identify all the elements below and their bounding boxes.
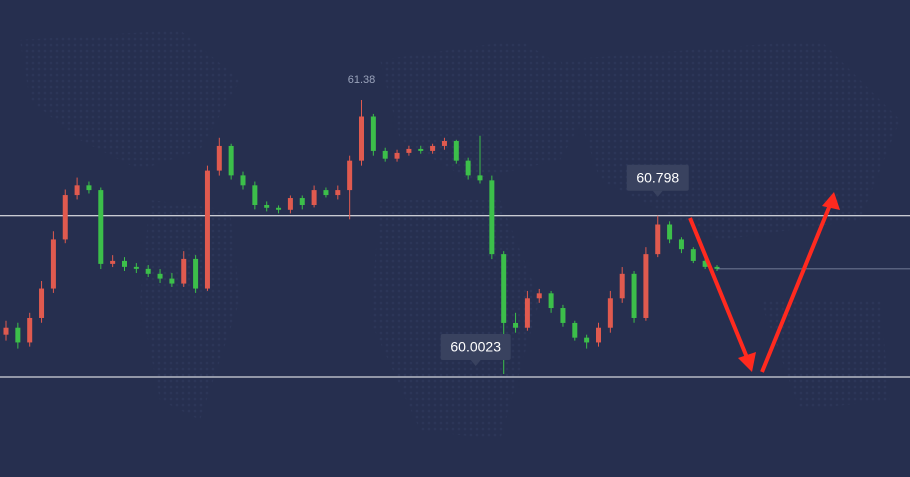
candle-body <box>74 185 80 196</box>
candle-body <box>524 298 530 328</box>
candle-body <box>477 175 483 181</box>
candle-body <box>406 148 412 153</box>
candle-body <box>489 180 495 255</box>
candle-body <box>3 327 9 335</box>
candle-body <box>643 254 649 318</box>
candle-body <box>501 254 507 323</box>
candle-body <box>572 322 578 338</box>
level-callout: 60.798 <box>626 164 689 197</box>
candle-body <box>98 190 104 264</box>
candle-body <box>169 278 175 284</box>
candle-body <box>714 266 720 269</box>
candle-body <box>536 293 542 299</box>
candle-body <box>394 152 400 159</box>
candle-body <box>311 190 317 206</box>
candle-body <box>560 308 566 323</box>
candle-body <box>299 198 305 206</box>
candle-body <box>619 273 625 299</box>
candle-body <box>690 249 696 261</box>
candle-body <box>181 258 187 284</box>
candle-body <box>584 337 590 343</box>
trend-arrows <box>688 192 840 373</box>
candle-body <box>276 207 282 210</box>
candle-body <box>359 116 364 161</box>
world-map-dots <box>20 30 900 440</box>
candle-body <box>86 185 92 191</box>
candle-body <box>252 185 258 206</box>
candle-body <box>430 145 436 151</box>
candle-body <box>157 273 163 279</box>
candle-body <box>465 160 471 176</box>
callout-box <box>440 334 511 360</box>
candle-body <box>347 160 353 191</box>
candle-body <box>323 190 329 196</box>
candle-body <box>548 293 554 309</box>
candle-body <box>607 298 613 328</box>
candle-body <box>596 327 601 343</box>
candle-body <box>655 224 661 255</box>
plot-area: 61.38 60.798 60.0023 <box>0 74 910 378</box>
candle-body <box>133 266 139 269</box>
candle-body <box>15 327 21 343</box>
candle-body <box>702 260 708 267</box>
candle-body <box>228 145 234 176</box>
callout-pointer <box>652 190 663 197</box>
candle-body <box>382 150 388 159</box>
candle-body <box>264 205 270 208</box>
candle-body <box>287 198 293 210</box>
candle-body <box>62 195 68 240</box>
candle-body <box>39 288 45 318</box>
candle-body <box>27 317 33 343</box>
candle-body <box>122 260 127 267</box>
candle-body <box>631 273 637 318</box>
candle-body <box>418 148 424 151</box>
candle-body <box>50 239 56 289</box>
candle-body <box>441 140 447 146</box>
candle-body <box>667 224 673 240</box>
candle-body <box>240 175 246 186</box>
candle-body <box>453 140 459 161</box>
candle-body <box>678 239 684 250</box>
candle-body <box>513 322 519 328</box>
candle-body <box>370 116 376 151</box>
candle-body <box>193 258 199 289</box>
max-label: 61.38 <box>348 74 376 86</box>
candle-body <box>216 145 222 171</box>
candle-body <box>110 260 116 264</box>
callout-pointer <box>470 360 481 366</box>
callout-label: 60.798 <box>636 169 679 185</box>
callout-box <box>626 164 689 191</box>
callout-label: 60.0023 <box>450 339 501 355</box>
candle-body <box>145 268 151 274</box>
candle-body <box>335 190 341 196</box>
candle-body <box>204 170 210 289</box>
level-callout: 60.0023 <box>440 334 511 366</box>
